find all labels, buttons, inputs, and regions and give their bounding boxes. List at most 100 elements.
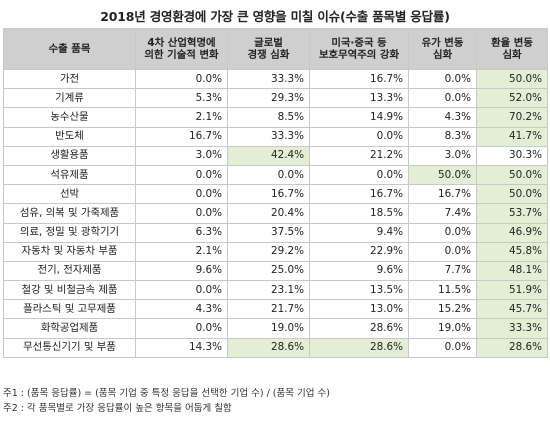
header-label-line2: 경쟁 심화 (247, 49, 290, 61)
table-cell: 11.5% (408, 280, 477, 301)
table-cell: 0.0% (135, 318, 228, 339)
row-category: 섬유, 의복 및 가죽제품 (3, 203, 136, 224)
table-cell: 16.7% (135, 126, 228, 147)
header-label-line1: 글로벌 (254, 37, 283, 49)
header-label-line2: 의한 기술적 변화 (144, 49, 219, 61)
table-body: 가전 0.0% 33.3% 16.7% 0.0% 50.0% 기계류 5.3% 29.3% 13.… (3, 68, 548, 358)
table-cell: 52.0% (476, 88, 548, 109)
table-cell: 4.3% (135, 299, 228, 320)
row-category: 가전 (3, 68, 136, 90)
table-cell: 8.5% (227, 107, 310, 128)
table-cell: 2.1% (135, 241, 228, 262)
row-category: 플라스틱 및 고무제품 (3, 299, 136, 320)
row-category: 생활용품 (3, 145, 136, 166)
table-cell: 21.7% (227, 299, 310, 320)
table-row: 무선통신기기 및 부품 14.3% 28.6% 28.6% 0.0% 28.6% (3, 337, 548, 358)
table-cell: 0.0% (135, 203, 228, 224)
table-cell: 42.4% (227, 145, 310, 166)
table-cell: 7.4% (408, 203, 477, 224)
table-cell: 0.0% (135, 164, 228, 186)
table-cell: 13.5% (309, 280, 409, 301)
table-cell: 50.0% (476, 164, 548, 186)
table-cell: 48.1% (476, 260, 548, 282)
table-cell: 3.0% (135, 145, 228, 166)
table-cell: 50.0% (408, 164, 477, 186)
table-cell: 7.7% (408, 260, 477, 282)
table-cell: 0.0% (135, 280, 228, 301)
header-row: 수출 품목 4차 산업혁명에 의한 기술적 변화 글로벌 경쟁 심화 미국·중국… (3, 28, 548, 70)
table-cell: 0.0% (408, 241, 477, 262)
table-cell: 0.0% (227, 164, 310, 186)
row-category: 석유제품 (3, 164, 136, 186)
table-cell: 28.6% (227, 337, 310, 358)
table-cell: 53.7% (476, 203, 548, 224)
table-cell: 3.0% (408, 145, 477, 166)
header-cell-category: 수출 품목 (3, 28, 136, 70)
table-cell: 37.5% (227, 222, 310, 243)
header-cell-industry4: 4차 산업혁명에 의한 기술적 변화 (135, 28, 228, 70)
table-cell: 0.0% (408, 88, 477, 109)
row-category: 선박 (3, 184, 136, 205)
table-cell: 22.9% (309, 241, 409, 262)
table-cell: 20.4% (227, 203, 310, 224)
header-label-line1: 미국·중국 등 (331, 37, 387, 49)
table-cell: 4.3% (408, 107, 477, 128)
row-category: 전기, 전자제품 (3, 260, 136, 282)
table-cell: 19.0% (408, 318, 477, 339)
table-cell: 9.6% (309, 260, 409, 282)
table-cell: 33.3% (476, 318, 548, 339)
table-row: 의료, 정밀 및 광학기기 6.3% 37.5% 9.4% 0.0% 46.9% (3, 222, 548, 243)
table-cell: 0.0% (408, 68, 477, 90)
table-cell: 8.3% (408, 126, 477, 147)
table-cell: 51.9% (476, 280, 548, 301)
table-cell: 28.6% (476, 337, 548, 358)
table-cell: 0.0% (408, 222, 477, 243)
table-cell: 33.3% (227, 126, 310, 147)
survey-table: 수출 품목 4차 산업혁명에 의한 기술적 변화 글로벌 경쟁 심화 미국·중국… (3, 28, 548, 358)
table-cell: 50.0% (476, 68, 548, 90)
header-label-line2: 심화 (432, 49, 453, 61)
row-category: 반도체 (3, 126, 136, 147)
table-cell: 16.7% (309, 68, 409, 90)
table-cell: 29.2% (227, 241, 310, 262)
table-cell: 15.2% (408, 299, 477, 320)
table-cell: 0.0% (135, 68, 228, 90)
table-cell: 2.1% (135, 107, 228, 128)
table-row: 전기, 전자제품 9.6% 25.0% 9.6% 7.7% 48.1% (3, 260, 548, 282)
table-header: 수출 품목 4차 산업혁명에 의한 기술적 변화 글로벌 경쟁 심화 미국·중국… (3, 28, 548, 70)
table-row: 철강 및 비철금속 제품 0.0% 23.1% 13.5% 11.5% 51.9% (3, 280, 548, 301)
table-cell: 28.6% (309, 337, 409, 358)
footnote-1: 주1 : (품목 응답률) = (품목 기업 중 특정 응답을 선택한 기업 수… (3, 388, 330, 399)
header-cell-oil-price: 유가 변동 심화 (408, 28, 477, 70)
table-cell: 9.4% (309, 222, 409, 243)
row-category: 화학공업제품 (3, 318, 136, 339)
header-label-line2: 보호무역주의 강화 (318, 49, 400, 61)
table-cell: 0.0% (135, 184, 228, 205)
row-category: 농수산물 (3, 107, 136, 128)
table-row: 자동차 및 자동차 부품 2.1% 29.2% 22.9% 0.0% 45.8% (3, 241, 548, 262)
footnote-2: 주2 : 각 품목별로 가장 응답률이 높은 항목을 어둡게 칠함 (3, 403, 232, 414)
table-cell: 13.3% (309, 88, 409, 109)
table-cell: 16.7% (309, 184, 409, 205)
table-cell: 16.7% (227, 184, 310, 205)
table-row: 기계류 5.3% 29.3% 13.3% 0.0% 52.0% (3, 88, 548, 109)
page-title: 2018년 경영환경에 가장 큰 영향을 미칠 이슈(수출 품목별 응답률) (100, 9, 450, 24)
table-row: 농수산물 2.1% 8.5% 14.9% 4.3% 70.2% (3, 107, 548, 128)
table-row: 선박 0.0% 16.7% 16.7% 16.7% 50.0% (3, 184, 548, 205)
table-row: 플라스틱 및 고무제품 4.3% 21.7% 13.0% 15.2% 45.7% (3, 299, 548, 320)
table-cell: 6.3% (135, 222, 228, 243)
table-cell: 14.3% (135, 337, 228, 358)
header-label-line2: 심화 (502, 49, 522, 61)
table-cell: 23.1% (227, 280, 310, 301)
header-cell-global-competition: 글로벌 경쟁 심화 (227, 28, 310, 70)
table-row: 섬유, 의복 및 가죽제품 0.0% 20.4% 18.5% 7.4% 53.7% (3, 203, 548, 224)
table-cell: 45.7% (476, 299, 548, 320)
table-row: 반도체 16.7% 33.3% 0.0% 8.3% 41.7% (3, 126, 548, 147)
table-cell: 0.0% (309, 164, 409, 186)
table-cell: 0.0% (408, 337, 477, 358)
header-cell-exchange-rate: 환율 변동 심화 (476, 28, 548, 70)
table-cell: 41.7% (476, 126, 548, 147)
table-cell: 28.6% (309, 318, 409, 339)
footnotes: 주1 : (품목 응답률) = (품목 기업 중 특정 응답을 선택한 기업 수… (3, 386, 330, 416)
row-category: 자동차 및 자동차 부품 (3, 241, 136, 262)
